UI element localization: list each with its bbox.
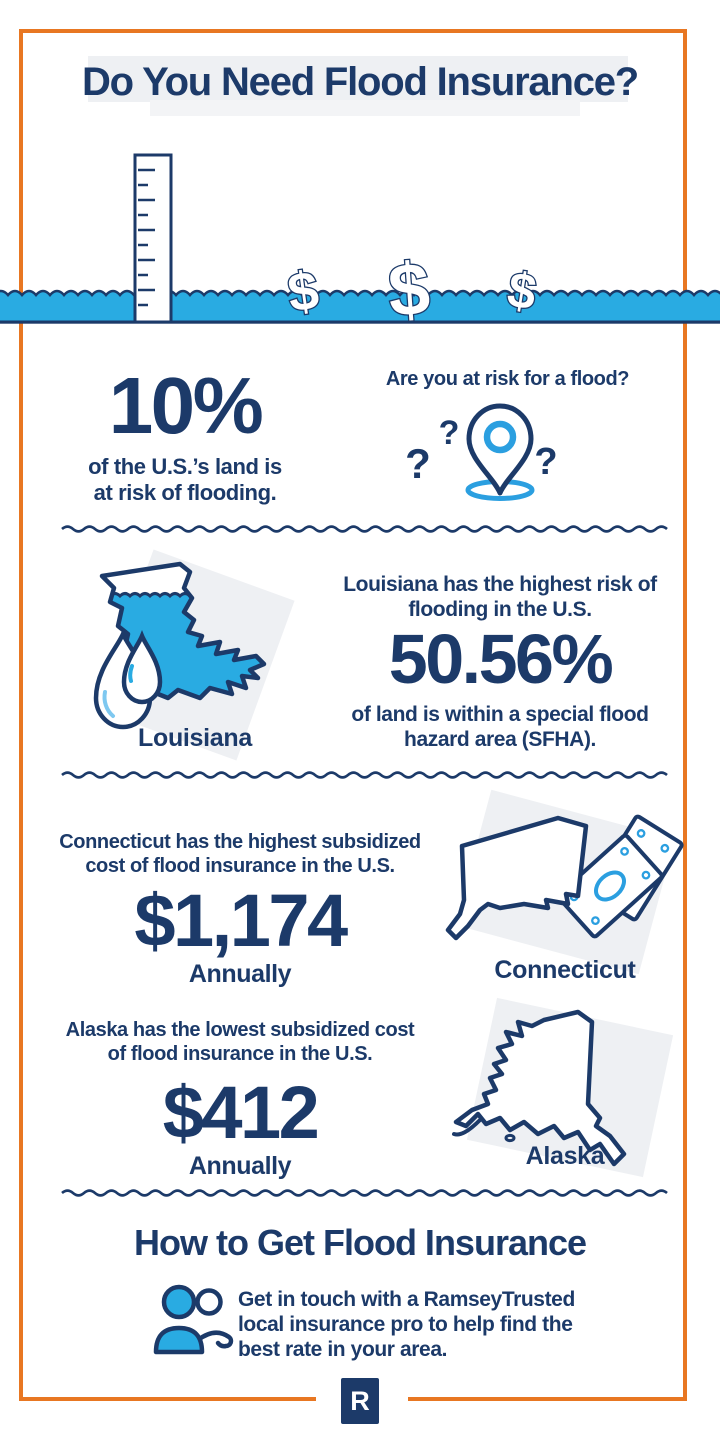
question-mark-icon: ? xyxy=(534,441,557,483)
back-person-arm xyxy=(195,1330,234,1349)
louisiana-caption: of land is within a special flood hazard… xyxy=(351,703,649,752)
question-mark-icon: ? xyxy=(439,414,460,452)
aleutian-islands-tail xyxy=(452,1118,482,1137)
back-person-head xyxy=(195,1288,223,1316)
connecticut-stat-caption: Annually xyxy=(188,960,292,988)
front-person-head xyxy=(161,1284,197,1320)
us-land-risk-caption: of the U.S.’s land is at risk of floodin… xyxy=(88,454,282,506)
alaska-stat-caption: Annually xyxy=(188,1152,292,1180)
louisiana-state-illustration xyxy=(93,561,267,730)
insurance-pro-people-icon xyxy=(153,1284,234,1355)
risk-question-heading: Are you at risk for a flood? xyxy=(385,368,630,390)
connecticut-heading: Connecticut has the highest subsidized c… xyxy=(59,831,421,877)
ramsey-logo: R xyxy=(341,1378,379,1424)
us-land-risk-stat: 10% xyxy=(108,361,264,450)
wavy-divider xyxy=(61,525,668,533)
alaska-stat: $412 xyxy=(162,1071,320,1154)
water-band-bottom-line xyxy=(0,320,720,324)
wavy-divider xyxy=(61,771,668,779)
water-band xyxy=(0,291,720,323)
louisiana-stat: 50.56% xyxy=(388,620,614,698)
money-bills-icon xyxy=(556,814,684,939)
connecticut-label: Connecticut xyxy=(494,956,636,984)
dollar-sign-icon: $ xyxy=(386,247,433,333)
question-mark-icon: ? xyxy=(405,440,431,487)
alaska-state-illustration xyxy=(452,1009,627,1167)
brush-texture xyxy=(150,100,580,116)
connecticut-stat: $1,174 xyxy=(134,879,348,962)
connecticut-state-outline xyxy=(445,815,589,941)
water-drops-icon xyxy=(93,628,163,730)
page-title: Do You Need Flood Insurance? xyxy=(81,60,639,104)
island-dot xyxy=(504,1133,516,1143)
cta-heading: How to Get Flood Insurance xyxy=(133,1222,587,1263)
flood-scene-illustration: $ $ $ xyxy=(0,153,720,334)
alaska-state-outline xyxy=(453,1009,627,1167)
alaska-label: Alaska xyxy=(525,1142,605,1170)
alaska-heading: Alaska has the lowest subsidized cost of… xyxy=(65,1019,415,1065)
brush-texture xyxy=(88,56,628,102)
louisiana-label: Louisiana xyxy=(138,724,252,752)
front-person-body xyxy=(153,1325,205,1355)
wavy-divider xyxy=(61,1189,668,1197)
connecticut-state-illustration xyxy=(445,814,684,941)
ruler-icon xyxy=(133,153,173,324)
cta-body: Get in touch with a RamseyTrusted local … xyxy=(238,1288,575,1361)
water-surface-line xyxy=(0,289,720,297)
louisiana-heading: Louisiana has the highest risk of floodi… xyxy=(343,573,657,622)
pin-hole xyxy=(483,420,517,454)
location-pin-illustration: ? ? ? xyxy=(405,403,558,501)
ramsey-logo-letter: R xyxy=(350,1385,370,1416)
